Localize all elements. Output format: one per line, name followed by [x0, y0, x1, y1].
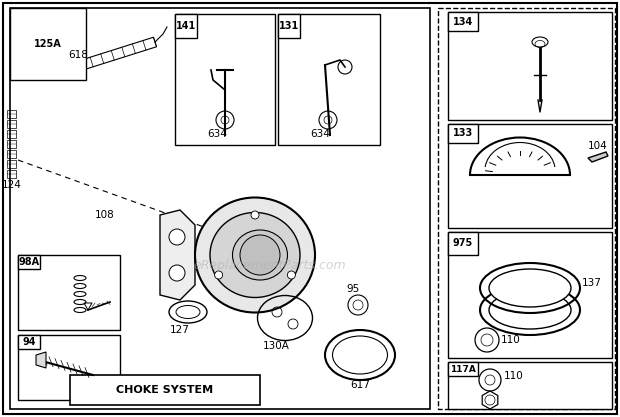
- Bar: [7, 150, 16, 158]
- Bar: [7, 130, 16, 138]
- Bar: [448, 232, 477, 255]
- Bar: [175, 14, 197, 38]
- Text: 130A: 130A: [263, 341, 290, 351]
- Bar: [448, 12, 477, 31]
- Text: 133: 133: [453, 128, 473, 138]
- Bar: [10, 8, 86, 80]
- Circle shape: [251, 211, 259, 219]
- Bar: [7, 170, 16, 178]
- Text: 141: 141: [176, 21, 196, 31]
- Text: 131: 131: [279, 21, 299, 31]
- Text: 110: 110: [504, 371, 524, 381]
- Bar: [448, 362, 477, 376]
- Text: 124: 124: [2, 180, 22, 190]
- Circle shape: [169, 265, 185, 281]
- Ellipse shape: [232, 230, 288, 280]
- Ellipse shape: [195, 198, 315, 312]
- Text: eReplacementParts.com: eReplacementParts.com: [193, 259, 347, 271]
- Polygon shape: [160, 210, 195, 300]
- Circle shape: [215, 271, 223, 279]
- Bar: [10, 8, 430, 409]
- Bar: [438, 8, 615, 409]
- Text: 634: 634: [310, 129, 330, 139]
- Text: 137: 137: [582, 278, 602, 288]
- Bar: [18, 335, 40, 349]
- Bar: [18, 255, 120, 330]
- Text: 975: 975: [453, 239, 473, 249]
- Text: 95: 95: [347, 284, 360, 294]
- Bar: [7, 140, 16, 148]
- Ellipse shape: [210, 213, 300, 297]
- Text: 117A: 117A: [450, 364, 476, 374]
- Bar: [7, 120, 16, 128]
- Text: 127: 127: [170, 325, 190, 335]
- Bar: [448, 124, 612, 228]
- Text: CHOKE SYSTEM: CHOKE SYSTEM: [117, 385, 213, 395]
- Circle shape: [240, 235, 280, 275]
- Bar: [448, 12, 612, 120]
- Text: 634: 634: [207, 129, 227, 139]
- Bar: [70, 375, 260, 405]
- Circle shape: [169, 229, 185, 245]
- Ellipse shape: [489, 269, 571, 307]
- Bar: [448, 362, 612, 409]
- Bar: [278, 14, 300, 38]
- Bar: [448, 124, 477, 143]
- Text: 108: 108: [95, 210, 115, 220]
- Bar: [18, 335, 120, 400]
- Text: 104: 104: [588, 141, 608, 151]
- Circle shape: [288, 271, 295, 279]
- Polygon shape: [36, 352, 46, 368]
- Ellipse shape: [489, 291, 571, 329]
- Bar: [175, 14, 275, 145]
- Bar: [7, 110, 16, 118]
- Text: 125A: 125A: [34, 39, 61, 49]
- Polygon shape: [588, 152, 608, 162]
- Bar: [448, 232, 612, 358]
- Bar: [278, 14, 380, 145]
- Text: 618: 618: [68, 50, 88, 60]
- Bar: [7, 160, 16, 168]
- Text: 617: 617: [350, 380, 370, 390]
- Text: 110: 110: [501, 335, 521, 345]
- Text: 94: 94: [22, 337, 36, 347]
- Text: 134: 134: [453, 17, 473, 27]
- Bar: [18, 255, 40, 269]
- Text: 98A: 98A: [19, 257, 40, 267]
